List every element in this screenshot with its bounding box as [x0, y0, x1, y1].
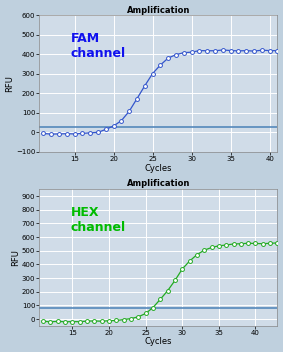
- Y-axis label: RFU: RFU: [6, 75, 14, 92]
- Y-axis label: RFU: RFU: [11, 249, 20, 266]
- X-axis label: Cycles: Cycles: [145, 338, 172, 346]
- Title: Amplification: Amplification: [127, 180, 190, 188]
- Title: Amplification: Amplification: [127, 6, 190, 14]
- X-axis label: Cycles: Cycles: [145, 164, 172, 172]
- Text: HEX
channel: HEX channel: [70, 206, 126, 234]
- Text: FAM
channel: FAM channel: [70, 32, 126, 60]
